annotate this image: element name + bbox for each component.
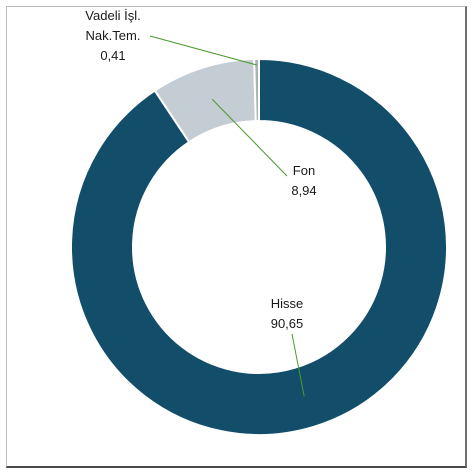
slice-value-fon: 8,94	[291, 183, 316, 198]
slice-value-hisse: 90,65	[271, 316, 304, 331]
slice-value-vadeli: 0,41	[100, 48, 125, 63]
donut-slices	[70, 57, 448, 436]
leader-line-fon	[211, 98, 288, 177]
slice-label-fon: Fon	[293, 163, 315, 178]
slice-hisse	[70, 57, 448, 436]
leader-lines	[149, 35, 305, 397]
leader-line-vadeli	[149, 35, 257, 66]
leader-line-hisse	[291, 333, 305, 397]
slice-label-vadeli-line2: Nak.Tem.	[86, 28, 141, 43]
slice-label-vadeli-line1: Vadeli İşl.	[85, 8, 140, 23]
slice-label-hisse: Hisse	[271, 296, 304, 311]
slice-vadeli	[253, 57, 260, 123]
